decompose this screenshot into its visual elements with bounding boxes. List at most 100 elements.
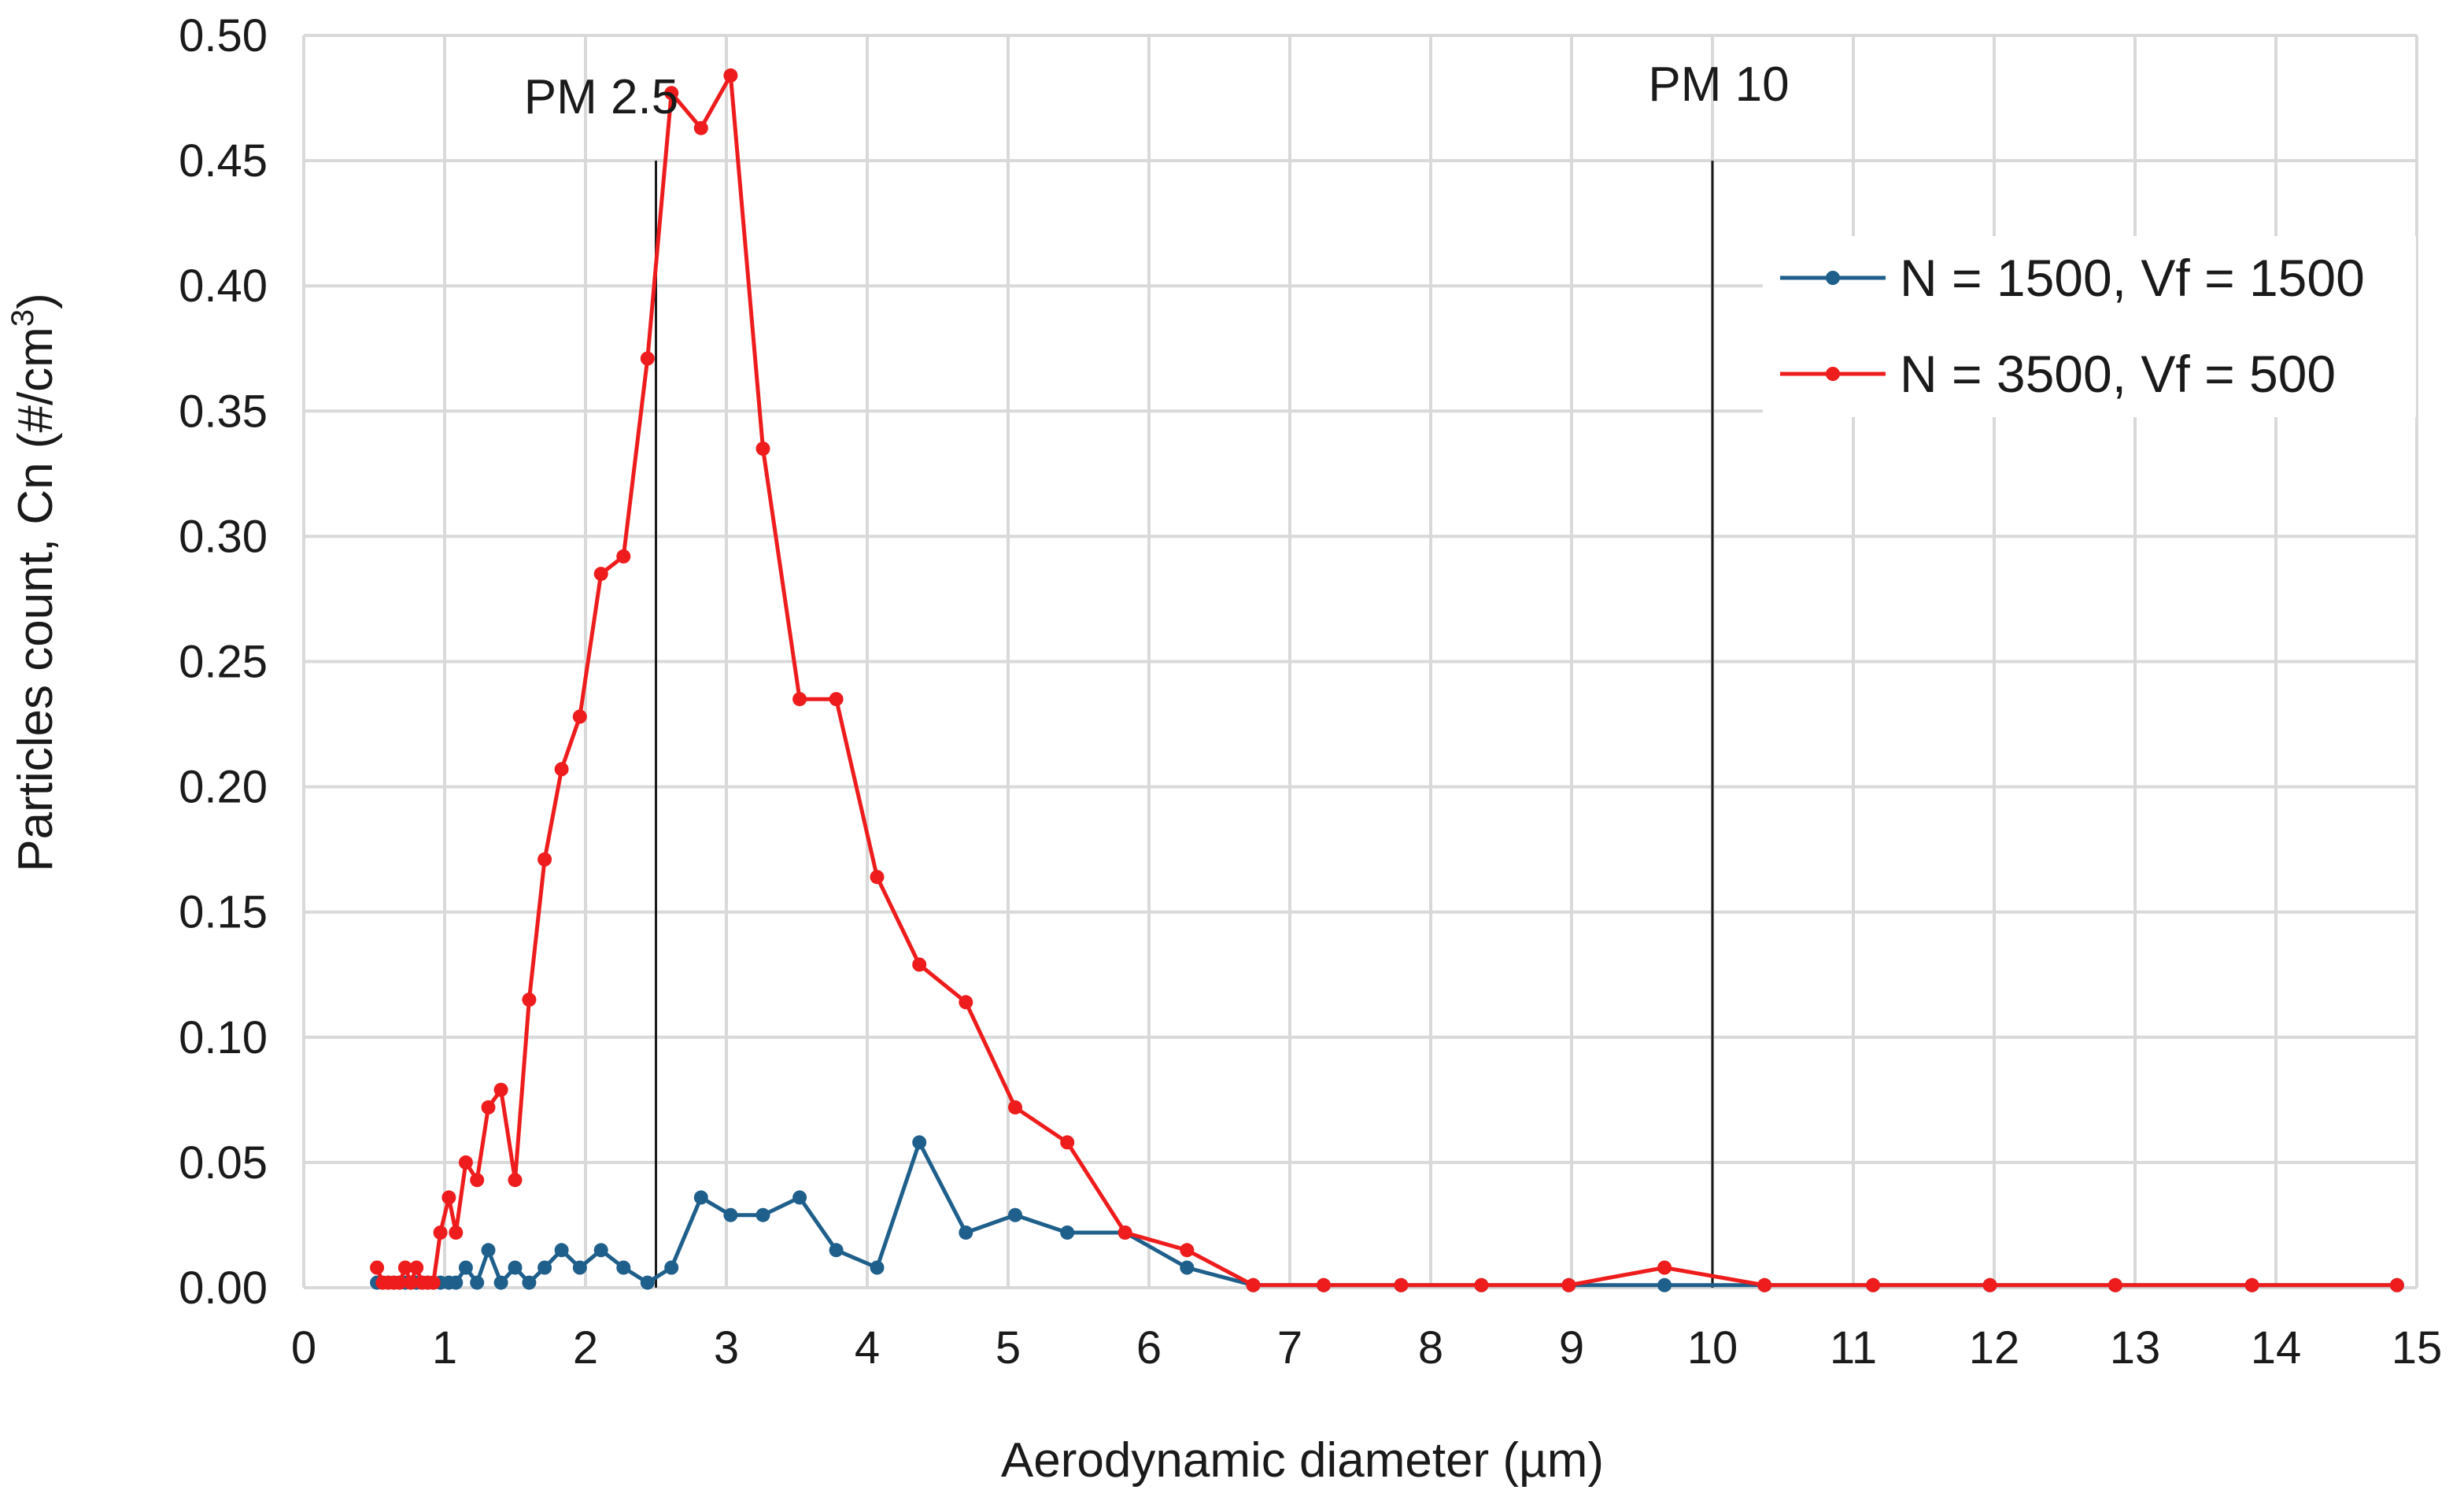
series-2-point [1757, 1277, 1772, 1292]
series-1-point [554, 1243, 569, 1258]
series-2-point [616, 549, 631, 564]
series-2-point [1246, 1277, 1261, 1292]
series-1-point [458, 1260, 473, 1275]
series-1-point [912, 1135, 927, 1150]
series-2-point [1394, 1277, 1409, 1292]
series-1-point [522, 1275, 537, 1290]
series-1-point [829, 1243, 844, 1258]
reference-lines [655, 161, 1714, 1288]
series-2-point [392, 1275, 407, 1290]
y-tick-label: 0.05 [179, 1137, 268, 1189]
legend-label-series-2: N = 3500, Vf = 500 [1900, 345, 2336, 403]
x-axis-title: Aerodynamic diameter (µm) [1001, 1433, 1604, 1488]
series-2 [370, 68, 2404, 1292]
series-2-point [664, 86, 679, 101]
x-tick-label: 1 [432, 1322, 457, 1373]
series-2-point [493, 1082, 508, 1097]
series-1-point [481, 1243, 496, 1258]
series-2-point [1180, 1243, 1195, 1258]
series-2-point [481, 1100, 496, 1115]
x-tick-label: 4 [855, 1322, 880, 1373]
legend-marker-series-1 [1826, 271, 1840, 285]
series-1-point [693, 1190, 708, 1205]
x-tick-label: 10 [1687, 1322, 1738, 1373]
series-2-point [2244, 1277, 2259, 1292]
y-tick-label: 0.30 [179, 511, 268, 562]
x-tick-label: 12 [1969, 1322, 2020, 1373]
series-2-point [1561, 1277, 1576, 1292]
y-axis-title-end: ) [9, 293, 63, 309]
x-tick-label: 2 [573, 1322, 598, 1373]
legend-marker-series-2 [1826, 367, 1840, 381]
series-1-point [1060, 1226, 1075, 1240]
series-1-point [755, 1207, 770, 1222]
series-2-point [508, 1173, 523, 1188]
series-1-point [640, 1275, 655, 1290]
tick-labels: 0 1 2 3 4 5 6 7 8 9 10 11 12 13 14 150.000.050.100.150.… [179, 10, 2442, 1373]
series-2-point [1060, 1135, 1075, 1150]
y-tick-label: 0.20 [179, 762, 268, 813]
series-1-point [723, 1207, 738, 1222]
series-2-point [1117, 1226, 1132, 1240]
series-2-point [1657, 1260, 1672, 1275]
series-2-point [1982, 1277, 1997, 1292]
series-2-point [404, 1275, 418, 1290]
series-2-point [1474, 1277, 1489, 1292]
y-tick-label: 0.50 [179, 10, 268, 61]
series-1-point [1008, 1207, 1022, 1222]
series-2-point [470, 1173, 485, 1188]
series-layer [370, 68, 2404, 1292]
y-tick-label: 0.10 [179, 1012, 268, 1063]
series-2-point [370, 1260, 385, 1275]
series-2-point [640, 351, 655, 366]
x-tick-label: 11 [1830, 1322, 1877, 1373]
series-2-point [2108, 1277, 2122, 1292]
series-1 [370, 1135, 2404, 1292]
legend-label-series-1: N = 1500, Vf = 1500 [1900, 249, 2365, 307]
series-1-point [616, 1260, 631, 1275]
series-2-point [693, 120, 708, 135]
series-2-point [2389, 1277, 2404, 1292]
x-tick-label: 5 [996, 1322, 1021, 1373]
y-tick-label: 0.25 [179, 637, 268, 688]
series-2-point [537, 852, 552, 867]
series-2-point [458, 1155, 473, 1170]
series-2-point [554, 762, 569, 777]
series-1-point [449, 1275, 464, 1290]
series-2-point [1866, 1277, 1881, 1292]
y-axis-title-main: Particles count, Cn (#/cm [9, 327, 63, 872]
series-2-point [441, 1190, 456, 1205]
series-2-point [433, 1226, 448, 1240]
y-tick-label: 0.15 [179, 887, 268, 938]
x-tick-label: 15 [2392, 1322, 2443, 1373]
y-tick-label: 0.45 [179, 135, 268, 187]
series-2-point [912, 957, 927, 972]
series-2-point [409, 1260, 424, 1275]
series-1-point [593, 1243, 608, 1258]
x-tick-label: 9 [1559, 1322, 1584, 1373]
series-1-point [493, 1275, 508, 1290]
series-2-point [593, 567, 608, 582]
x-tick-label: 13 [2110, 1322, 2161, 1373]
series-2-point [870, 870, 885, 885]
pm25-annotation: PM 2.5 [524, 70, 678, 124]
series-1-point [508, 1260, 523, 1275]
x-tick-label: 7 [1277, 1322, 1302, 1373]
series-2-point [1008, 1100, 1022, 1115]
series-2-point [522, 993, 537, 1007]
series-2-point [449, 1226, 464, 1240]
y-tick-label: 0.00 [179, 1263, 268, 1314]
grid-lines [302, 34, 2418, 1289]
x-tick-label: 3 [714, 1322, 739, 1373]
series-2-point [792, 692, 807, 707]
y-tick-label: 0.40 [179, 261, 268, 312]
y-axis-title-superscript: 3 [6, 309, 40, 327]
y-axis-title: Particles count, Cn (#/cm3) [6, 293, 63, 871]
series-2-point [572, 709, 587, 724]
series-2-point [1317, 1277, 1331, 1292]
series-2-point [397, 1260, 412, 1275]
legend: N = 1500, Vf = 1500 N = 3500, Vf = 500 [1763, 236, 2416, 417]
series-2-point [723, 68, 738, 83]
series-1-point [959, 1226, 973, 1240]
series-2-point [755, 442, 770, 456]
